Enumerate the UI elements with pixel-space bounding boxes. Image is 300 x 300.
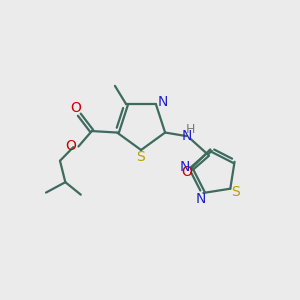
Text: N: N [196,193,206,206]
Text: O: O [70,101,81,115]
Text: S: S [136,149,145,164]
Text: N: N [157,95,168,109]
Text: N: N [182,129,192,143]
Text: O: O [181,165,192,179]
Text: O: O [65,139,76,153]
Text: S: S [231,185,240,199]
Text: H: H [186,123,195,136]
Text: N: N [179,160,190,174]
